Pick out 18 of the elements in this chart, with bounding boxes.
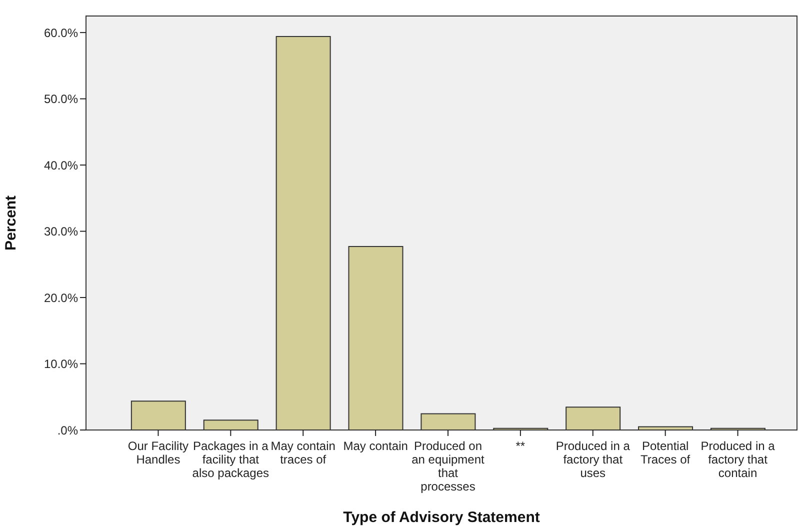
x-tick-label: May contain bbox=[343, 439, 408, 453]
y-tick-label: .0% bbox=[57, 423, 78, 438]
y-tick-label: 40.0% bbox=[44, 158, 78, 172]
y-axis-title: Percent bbox=[2, 195, 20, 251]
x-tick-label: Produced in a factory that contain bbox=[700, 439, 776, 480]
x-tick-label: ** bbox=[516, 439, 526, 453]
y-tick-label: 30.0% bbox=[44, 224, 78, 239]
x-tick-label: Produced in a factory that uses bbox=[556, 439, 630, 480]
y-tick-label: 20.0% bbox=[44, 290, 78, 305]
y-tick-label: 60.0% bbox=[44, 26, 78, 40]
y-tick-label: 10.0% bbox=[44, 357, 78, 372]
x-tick-label: Potential Traces of bbox=[640, 439, 691, 466]
x-tick-label: Our Facility Handles bbox=[128, 439, 189, 466]
x-tick-label: Produced on an equipment that processes bbox=[412, 439, 486, 494]
x-axis-title: Type of Advisory Statement bbox=[343, 509, 540, 526]
x-tick-label: Packages in a facility that also packages bbox=[192, 439, 270, 480]
x-tick-label: May contain traces of bbox=[270, 439, 336, 466]
y-tick-label: 50.0% bbox=[44, 92, 78, 106]
